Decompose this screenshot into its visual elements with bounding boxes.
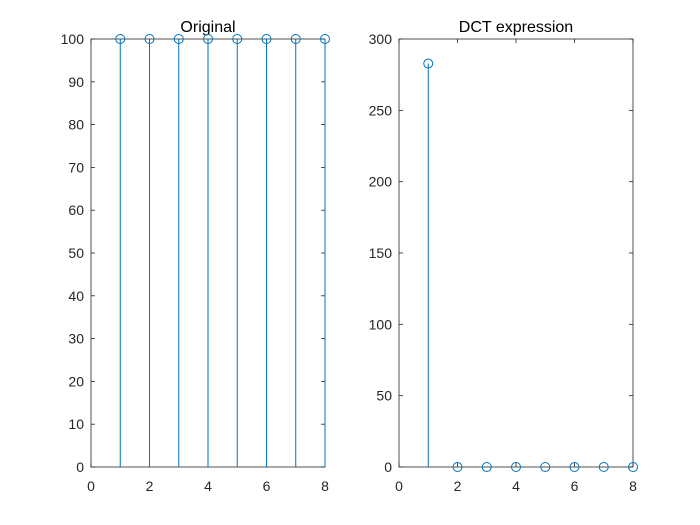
chart-title: Original — [180, 19, 235, 36]
stem-marker — [144, 34, 155, 44]
stem-marker — [173, 34, 184, 44]
stem-marker — [320, 34, 330, 44]
y-tick-label: 100 — [61, 31, 85, 47]
y-tick-label: 60 — [68, 202, 84, 218]
y-tick-label: 50 — [68, 245, 84, 261]
y-tick-label: 0 — [76, 459, 84, 475]
y-tick-label: 50 — [376, 388, 392, 404]
y-tick-label: 150 — [369, 245, 393, 261]
y-tick-label: 70 — [68, 159, 84, 175]
stem-marker — [232, 34, 243, 44]
x-tick-label: 2 — [146, 478, 154, 494]
x-tick-label: 8 — [321, 478, 329, 494]
stem-marker — [598, 462, 609, 472]
y-tick-label: 250 — [369, 102, 393, 118]
x-tick-label: 8 — [629, 478, 637, 494]
y-tick-label: 100 — [369, 316, 393, 332]
stem-marker — [569, 462, 580, 472]
stem-marker — [452, 462, 463, 472]
y-tick-label: 90 — [68, 74, 84, 90]
x-tick-label: 2 — [454, 478, 462, 494]
stem-marker — [540, 462, 551, 472]
stem-marker — [261, 34, 272, 44]
stem-marker — [290, 34, 301, 44]
x-tick-label: 4 — [204, 478, 212, 494]
chart-title: DCT expression — [459, 19, 573, 36]
y-tick-label: 20 — [68, 373, 84, 389]
x-tick-label: 0 — [395, 478, 403, 494]
stem-marker — [628, 462, 638, 472]
x-tick-label: 6 — [263, 478, 271, 494]
y-tick-label: 0 — [384, 459, 392, 475]
y-tick-label: 10 — [68, 416, 84, 432]
stem-marker — [115, 34, 126, 44]
y-tick-label: 200 — [369, 174, 393, 190]
stem-marker — [511, 462, 521, 472]
stem-marker — [481, 462, 492, 472]
stem-marker — [203, 34, 213, 44]
x-tick-label: 0 — [87, 478, 95, 494]
stem-marker — [423, 58, 434, 69]
y-tick-label: 300 — [369, 31, 393, 47]
x-tick-label: 6 — [571, 478, 579, 494]
y-tick-label: 80 — [68, 117, 84, 133]
subplot-dct-expression: 0 2 4 6 8 0 50 100 150 200 250 300 DCT expression — [369, 19, 638, 494]
x-tick-label: 4 — [512, 478, 520, 494]
y-tick-label: 40 — [68, 288, 84, 304]
y-tick-label: 30 — [68, 331, 84, 347]
